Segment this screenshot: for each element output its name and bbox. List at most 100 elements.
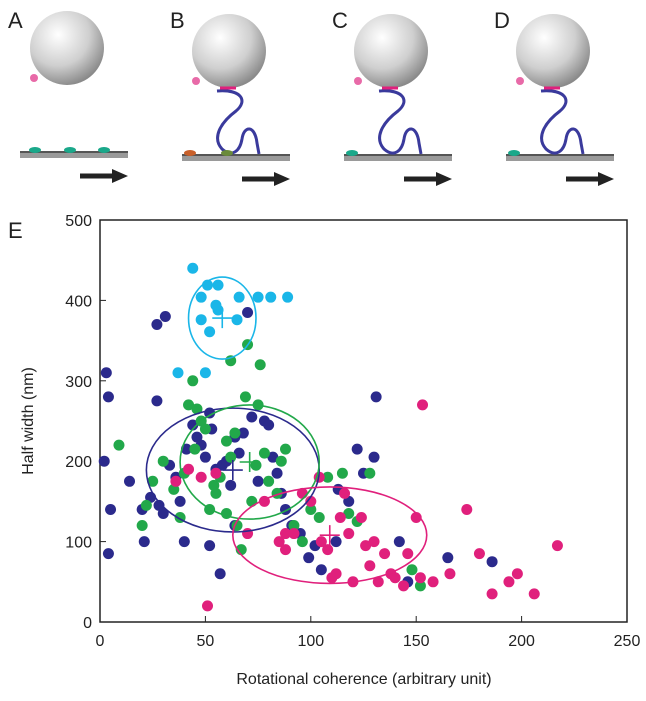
point [225, 451, 237, 463]
point [102, 548, 114, 560]
point [389, 572, 401, 584]
point [147, 475, 159, 487]
point [330, 536, 342, 548]
point [444, 568, 456, 580]
point [280, 443, 292, 455]
point [170, 475, 182, 487]
point [195, 291, 207, 303]
plot-area: 0 50 100 150 200 250 0 100 200 300 400 500 [65, 213, 640, 650]
point [368, 451, 380, 463]
point [98, 455, 110, 467]
sd-ellipse [179, 404, 321, 520]
bead-tag [516, 77, 524, 85]
point [151, 395, 163, 407]
sphere-diagram [344, 14, 452, 186]
point [528, 588, 540, 600]
motor [215, 86, 261, 156]
point [442, 552, 454, 564]
point [220, 435, 232, 447]
point [242, 528, 254, 540]
y-axis-label: Half width (nm) [20, 367, 37, 475]
point [336, 467, 348, 479]
panel-label: A [8, 8, 23, 33]
panel-label: B [170, 8, 185, 33]
point [343, 507, 355, 519]
point [210, 467, 222, 479]
plot-frame [99, 219, 628, 623]
point [417, 399, 429, 411]
point [187, 262, 199, 274]
panel-a: A [8, 8, 128, 183]
point [105, 503, 117, 515]
sd-ellipse [232, 486, 428, 585]
point [187, 375, 199, 387]
point [303, 552, 315, 564]
point [414, 580, 426, 592]
point [313, 511, 325, 523]
point [551, 540, 563, 552]
bead-tag [30, 74, 38, 82]
point [271, 467, 283, 479]
point [239, 391, 251, 403]
point [288, 528, 300, 540]
point [461, 503, 473, 515]
point [199, 367, 211, 379]
point [393, 536, 405, 548]
x-tick-label: 50 [197, 633, 215, 650]
x-tick-label: 200 [508, 633, 535, 650]
point [202, 600, 214, 612]
point [263, 475, 275, 487]
point [355, 511, 367, 523]
point [265, 291, 277, 303]
motor-head [184, 150, 196, 156]
point [486, 588, 498, 600]
point [174, 495, 186, 507]
point [242, 306, 254, 318]
y-tick-label: 200 [65, 454, 92, 471]
point [372, 576, 384, 588]
point [136, 520, 148, 532]
point [199, 451, 211, 463]
y-tick-label: 400 [65, 293, 92, 310]
point [212, 279, 224, 291]
point [159, 310, 171, 322]
motor [539, 86, 585, 156]
point [102, 391, 114, 403]
mean-cross [212, 308, 233, 329]
point [195, 314, 207, 326]
point [364, 467, 376, 479]
sd-ellipse [187, 276, 257, 360]
point [214, 568, 226, 580]
point [305, 495, 317, 507]
point [473, 548, 485, 560]
bead-tag [354, 77, 362, 85]
mean-cross [222, 460, 243, 481]
x-tick-label: 100 [297, 633, 324, 650]
point [180, 443, 192, 455]
point [140, 499, 152, 511]
point [199, 423, 211, 435]
point [315, 564, 327, 576]
point [195, 471, 207, 483]
point [402, 548, 414, 560]
point [360, 540, 372, 552]
point [305, 503, 317, 515]
point [322, 544, 334, 556]
point [280, 528, 292, 540]
point [263, 419, 275, 431]
motor [377, 86, 423, 156]
sphere-diagram [20, 11, 128, 183]
point [113, 439, 125, 451]
sphere-diagram [506, 14, 614, 186]
point [178, 536, 190, 548]
point [343, 528, 355, 540]
point [231, 314, 243, 326]
x-tick-label: 0 [96, 633, 105, 650]
point [183, 399, 195, 411]
point [364, 560, 376, 572]
point [191, 403, 203, 415]
point [296, 536, 308, 548]
point [511, 568, 523, 580]
point [157, 507, 169, 519]
